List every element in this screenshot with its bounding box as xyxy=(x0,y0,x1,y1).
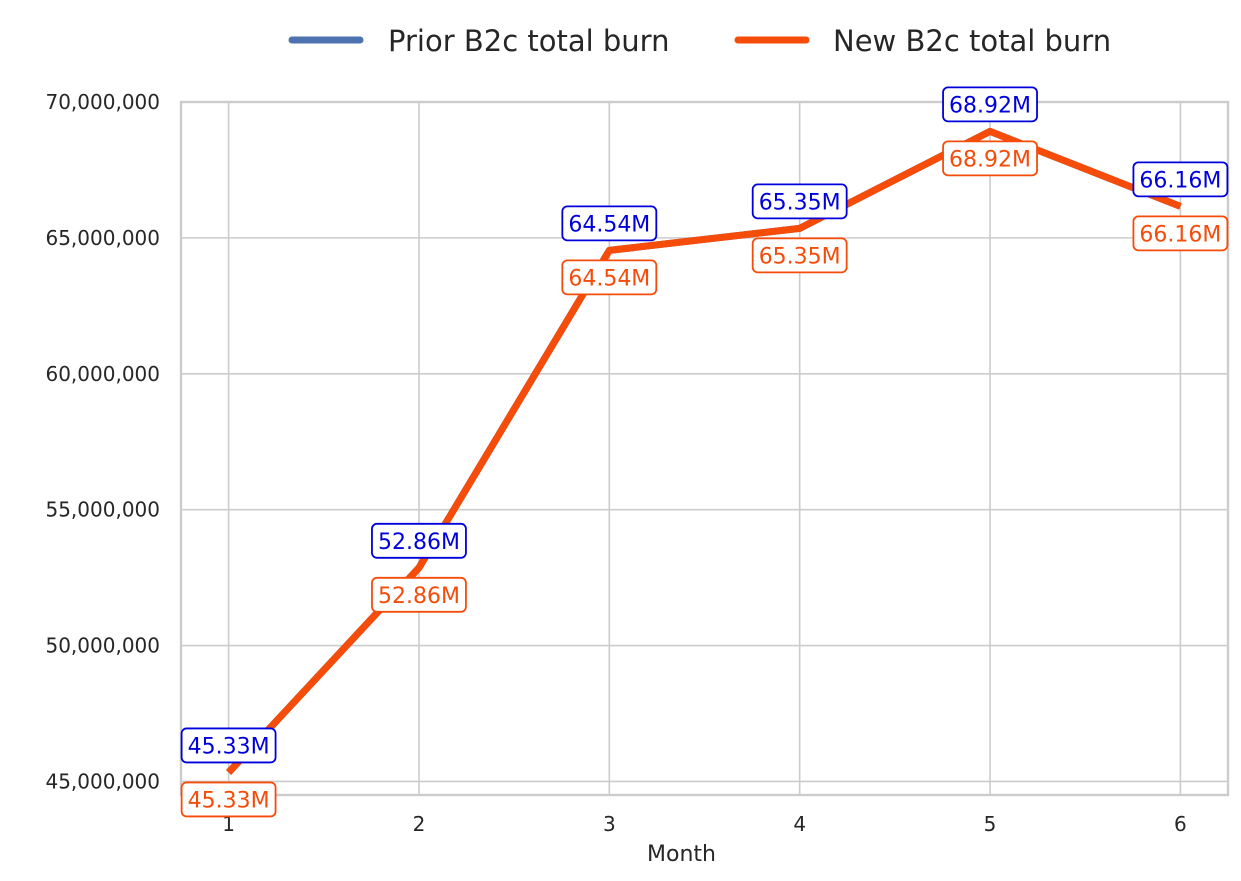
data-label-text: 52.86M xyxy=(378,584,460,609)
data-label-text: 65.35M xyxy=(759,244,841,269)
data-label-box xyxy=(942,140,1038,177)
data-label-prior: 65.35M xyxy=(751,183,848,220)
data-label-text: 65.35M xyxy=(759,190,841,215)
data-label-box xyxy=(561,205,658,242)
y-tick-label: 50,000,000 xyxy=(45,634,160,658)
series-line-prior xyxy=(226,127,1182,775)
data-label-box xyxy=(751,183,848,220)
y-tick-label: 70,000,000 xyxy=(45,90,160,114)
x-tick-label: 5 xyxy=(984,812,997,836)
data-label-text: 64.54M xyxy=(568,266,650,291)
legend: Prior B2c total burn New B2c total burn xyxy=(288,24,1111,58)
y-tick-label: 45,000,000 xyxy=(45,769,160,793)
legend-label-prior: Prior B2c total burn xyxy=(388,24,669,58)
data-label-new: 64.54M xyxy=(561,259,658,296)
data-label-prior: 64.54M xyxy=(561,205,658,242)
data-label-new: 45.33M xyxy=(180,781,277,818)
data-label-text: 64.54M xyxy=(568,212,650,237)
data-label-box xyxy=(1132,215,1229,252)
series-line-new xyxy=(226,127,1182,775)
x-tick-label: 6 xyxy=(1174,812,1187,836)
axes-layer: Month 1 2 3 4 5 6 45,000,000 50,000,000 55,000,0… xyxy=(45,90,1186,867)
data-label-box xyxy=(942,86,1038,123)
data-label-prior: 68.92M xyxy=(942,86,1038,123)
grid-layer xyxy=(179,100,1230,797)
data-label-text: 52.86M xyxy=(378,530,460,555)
data-label-box xyxy=(371,522,467,559)
x-tick-label: 2 xyxy=(413,812,426,836)
y-tick-label: 60,000,000 xyxy=(45,362,160,386)
data-label-text: 66.16M xyxy=(1139,168,1221,193)
x-tick-label: 4 xyxy=(793,812,806,836)
data-label-new: 66.16M xyxy=(1132,215,1229,252)
data-label-text: 68.92M xyxy=(949,147,1031,172)
data-label-prior: 52.86M xyxy=(371,522,467,559)
data-label-new: 65.35M xyxy=(751,237,848,274)
x-tick-label: 3 xyxy=(603,812,616,836)
y-tick-label: 55,000,000 xyxy=(45,498,160,522)
data-label-prior: 45.33M xyxy=(180,727,277,764)
x-tick-label: 1 xyxy=(222,812,235,836)
data-labels-layer: 45.33M 52.86M 64.54M 65.35M 68.92M 66.16M 45.3… xyxy=(180,86,1229,818)
data-label-new: 68.92M xyxy=(942,140,1038,177)
data-label-text: 45.33M xyxy=(188,788,270,813)
data-label-text: 45.33M xyxy=(188,734,270,759)
data-label-box xyxy=(561,259,658,296)
data-label-text: 68.92M xyxy=(949,93,1031,118)
data-label-new: 52.86M xyxy=(371,576,467,613)
data-label-box xyxy=(1132,161,1229,198)
x-axis-title: Month xyxy=(647,842,716,867)
y-tick-label: 65,000,000 xyxy=(45,226,160,250)
data-label-text: 66.16M xyxy=(1139,222,1221,247)
series-layer xyxy=(226,127,1182,775)
data-label-prior: 66.16M xyxy=(1132,161,1229,198)
data-label-box xyxy=(371,576,467,613)
plot-frame xyxy=(179,100,1230,797)
data-label-box xyxy=(751,237,848,274)
data-label-box xyxy=(180,781,277,818)
legend-label-new: New B2c total burn xyxy=(833,24,1111,58)
data-label-box xyxy=(180,727,277,764)
